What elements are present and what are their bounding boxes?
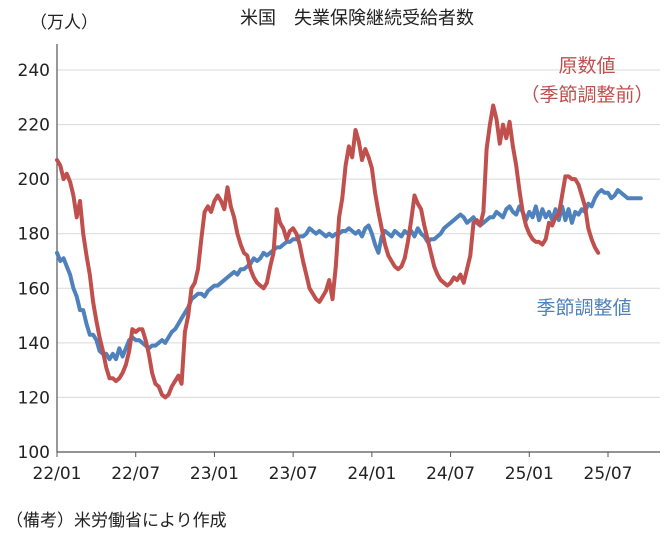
- series-label-raw: 原数値: [558, 55, 615, 77]
- y-tick-label: 240: [18, 61, 50, 81]
- series-line-seasonally-adjusted: [55, 188, 643, 362]
- axes: 100 120 140 160 180 200 220 240 22/01 22/07 23/01 2…: [18, 44, 660, 484]
- y-tick-label: 140: [18, 334, 50, 354]
- x-tick-label: 23/07: [269, 464, 318, 484]
- x-tick-label: 22/01: [33, 464, 82, 484]
- series-line-raw: [55, 103, 601, 400]
- chart-title: 米国 失業保険継続受給者数: [240, 8, 474, 29]
- x-tick-label: 22/07: [111, 464, 160, 484]
- y-unit-label: （万人）: [30, 13, 98, 33]
- y-tick-label: 180: [18, 225, 50, 245]
- x-tick-label: 24/01: [347, 464, 396, 484]
- y-tick-label: 120: [18, 388, 50, 408]
- y-tick-label: 200: [18, 170, 50, 190]
- series-labels: 季節調整値 原数値 （季節調整前）: [520, 55, 653, 319]
- x-tick-label: 23/01: [190, 464, 239, 484]
- x-tick-label: 24/07: [426, 464, 475, 484]
- x-tick-label: 25/01: [505, 464, 554, 484]
- source-note: （備考）米労働省により作成: [6, 511, 227, 531]
- x-tick-label: 25/07: [584, 464, 633, 484]
- y-tick-label: 100: [18, 443, 50, 463]
- series-label-seasonally-adjusted: 季節調整値: [536, 297, 631, 319]
- y-tick-label: 160: [18, 279, 50, 299]
- series-layer: [55, 103, 643, 400]
- series-label-raw: （季節調整前）: [520, 84, 653, 106]
- y-tick-label: 220: [18, 116, 50, 136]
